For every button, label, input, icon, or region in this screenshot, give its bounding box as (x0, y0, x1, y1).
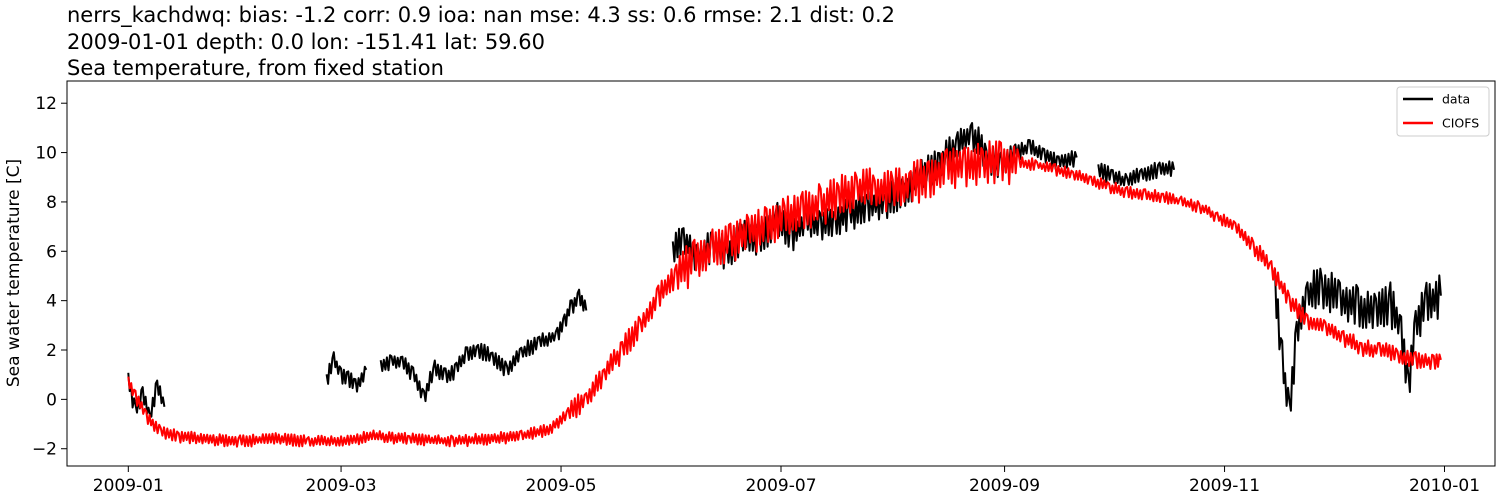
x-tick-label-0: 2009-01 (93, 476, 164, 496)
series-data-segment-1 (325, 351, 368, 393)
legend-label-data: data (1442, 92, 1470, 107)
series-data-segment-4 (1097, 160, 1176, 187)
legend: data CIOFS (1396, 86, 1490, 137)
chart-title-line-2: 2009-01-01 depth: 0.0 lon: -151.41 lat: … (67, 30, 545, 54)
y-tick-label-3: 4 (46, 292, 57, 312)
axes: 2009-01 2009-03 2009-05 2009-07 2009-09 2009-… (32, 94, 1480, 496)
series-data-segment-2 (379, 288, 588, 403)
y-axis-label: Sea water temperature [C] (4, 159, 24, 387)
x-tick-label-2: 2009-05 (526, 476, 597, 496)
y-tick-label-5: 8 (46, 193, 57, 213)
y-tick-label-4: 6 (46, 242, 57, 262)
legend-label-ciofs: CIOFS (1442, 116, 1479, 131)
y-tick-label-2: 2 (46, 341, 57, 361)
x-tick-label-6: 2010-01 (1409, 476, 1480, 496)
y-tick-label-1: 0 (46, 390, 57, 410)
x-tick-label-4: 2009-09 (969, 476, 1040, 496)
plot-area (127, 122, 1442, 448)
x-tick-label-5: 2009-11 (1189, 476, 1260, 496)
x-tick-label-3: 2009-07 (745, 476, 816, 496)
y-tick-label-6: 10 (35, 144, 57, 164)
chart-title-line-3: Sea temperature, from fixed station (67, 56, 444, 80)
series-data-segment-0 (127, 372, 166, 418)
plot-frame (66, 80, 1496, 467)
chart-title-line-1: nerrs_kachdwq: bias: -1.2 corr: 0.9 ioa:… (67, 3, 895, 28)
series-ciofs-segment-0 (127, 140, 1442, 448)
y-tick-label-0: −2 (32, 440, 57, 460)
x-tick-label-1: 2009-03 (306, 476, 377, 496)
y-tick-label-7: 12 (35, 94, 57, 114)
series-data-segment-5 (1274, 267, 1442, 412)
